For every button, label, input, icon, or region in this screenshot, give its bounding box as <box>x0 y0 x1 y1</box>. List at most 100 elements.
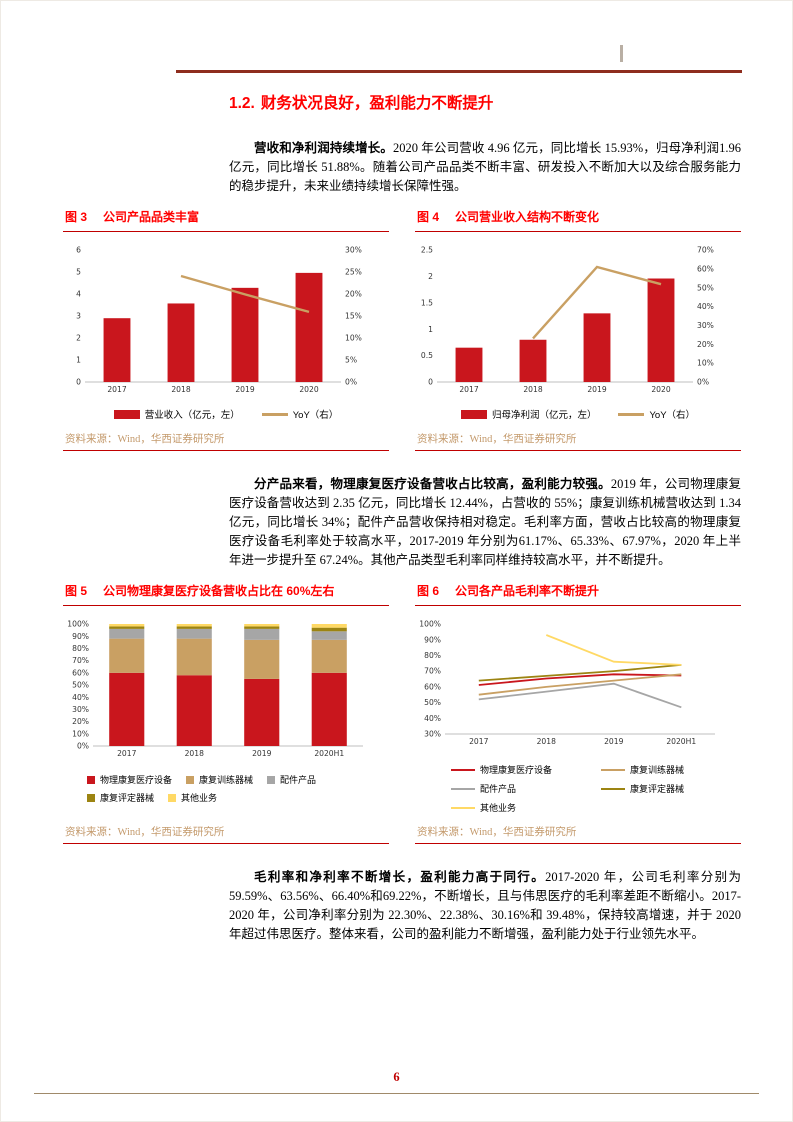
bar-swatch-icon <box>113 409 140 419</box>
svg-text:30%: 30% <box>424 730 441 739</box>
legend-label: 康复评定器械 <box>630 784 685 794</box>
legend-item: 康复评定器械 <box>87 791 154 804</box>
square-swatch-icon <box>87 793 95 802</box>
svg-text:2020H1: 2020H1 <box>666 737 696 746</box>
legend-label: 物理康复医疗设备 <box>100 775 173 785</box>
svg-text:50%: 50% <box>697 283 714 292</box>
legend-item: 其他业务 <box>168 791 217 804</box>
footer-rule <box>34 1093 759 1094</box>
square-swatch-icon <box>168 793 177 802</box>
svg-text:2020: 2020 <box>651 385 670 394</box>
page-number: 6 <box>393 1070 400 1084</box>
svg-text:40%: 40% <box>697 302 714 311</box>
figure-5-chart-area: 0% 10% 20% 30% 40% 50% 60% 70% 80% 90% 100% 2017 201… <box>63 606 389 804</box>
page-content: 1.2. 财务状况良好，盈利能力不断提升 营收和净利润持续增长。2020 年公司营… <box>63 1 741 944</box>
svg-text:10%: 10% <box>697 359 714 368</box>
line-swatch-icon <box>451 768 475 771</box>
svg-text:2020H1: 2020H1 <box>314 749 344 758</box>
gross-margin-line-chart: 30% 40% 50% 60% 70% 80% 90% 100% 2017 2018 2019 202… <box>419 620 715 746</box>
svg-text:10%: 10% <box>345 334 362 343</box>
section-heading: 1.2. 财务状况良好，盈利能力不断提升 <box>229 91 741 113</box>
svg-text:0.5: 0.5 <box>421 351 433 360</box>
figure-title: 公司营业收入结构不断变化 <box>455 210 600 224</box>
svg-text:60%: 60% <box>72 668 89 677</box>
svg-text:60%: 60% <box>424 682 441 691</box>
figure-4-caption: 图 4 公司营业收入结构不断变化 <box>415 208 741 232</box>
line-swatch-icon <box>451 806 475 809</box>
svg-text:2018: 2018 <box>523 385 542 394</box>
svg-text:2020: 2020 <box>299 385 318 394</box>
figure-5-legend: 物理康复医疗设备 康复训练器械 配件产品 康复评定器械 其他业务 <box>87 773 389 804</box>
net-profit-bar-line-chart: 0 0.5 1 1.5 2 2.5 0% 10% 20% 30% 40% 50% 60% 70% 2017 2… <box>421 246 714 394</box>
svg-text:1.5: 1.5 <box>421 298 433 307</box>
svg-text:10%: 10% <box>72 729 89 738</box>
svg-text:50%: 50% <box>72 681 89 690</box>
svg-text:70%: 70% <box>424 667 441 676</box>
svg-text:50%: 50% <box>424 698 441 707</box>
svg-text:2.5: 2.5 <box>421 246 433 255</box>
legend-label: 其他业务 <box>181 793 218 803</box>
figure-source: 资料来源：Wind，华西证券研究所 <box>415 421 741 451</box>
line-swatch-icon <box>601 787 625 790</box>
figure-label: 图 4 <box>417 210 440 224</box>
svg-text:25%: 25% <box>345 268 362 277</box>
svg-text:1: 1 <box>76 356 81 365</box>
svg-text:90%: 90% <box>424 635 441 644</box>
legend-item: 其他业务 <box>451 801 601 814</box>
svg-text:90%: 90% <box>72 632 89 641</box>
legend-label: 物理康复医疗设备 <box>480 765 553 775</box>
svg-text:3: 3 <box>76 312 81 321</box>
legend-label: YoY（右） <box>292 410 339 421</box>
svg-text:6: 6 <box>76 246 81 255</box>
revenue-share-stacked-chart: 0% 10% 20% 30% 40% 50% 60% 70% 80% 90% 100% 2017 201… <box>67 620 363 758</box>
legend-item: YoY（右） <box>261 407 339 421</box>
svg-text:5: 5 <box>76 268 81 277</box>
line-swatch-icon <box>618 412 645 416</box>
line-swatch-icon <box>451 787 475 790</box>
figure-title: 公司物理康复医疗设备营收占比在 60%左右 <box>103 584 335 598</box>
figure-label: 图 5 <box>65 584 88 598</box>
legend-item: 康复评定器械 <box>601 782 684 795</box>
legend-label: 其他业务 <box>480 803 517 813</box>
legend-column: 物理康复医疗设备 配件产品 其他业务 <box>451 763 601 814</box>
svg-text:30%: 30% <box>345 246 362 255</box>
legend-label: 康复训练器械 <box>199 775 254 785</box>
svg-text:1: 1 <box>428 325 433 334</box>
svg-text:4: 4 <box>76 290 81 299</box>
svg-text:0%: 0% <box>77 742 89 751</box>
figure-4: 图 4 公司营业收入结构不断变化 0 0.5 1 1.5 2 2.5 0% 10% 20% 30%… <box>415 208 741 451</box>
svg-text:20%: 20% <box>697 340 714 349</box>
figure-label: 图 3 <box>65 210 88 224</box>
figure-3-caption: 图 3 公司产品品类丰富 <box>63 208 389 232</box>
legend-label: 归母净利润（亿元，左） <box>491 410 597 421</box>
paragraph-text: 2019 年，公司物理康复医疗设备营收达到 2.35 亿元，同比增长 12.44… <box>229 477 741 567</box>
svg-text:100%: 100% <box>67 620 89 629</box>
svg-text:2017: 2017 <box>117 749 136 758</box>
svg-text:20%: 20% <box>345 290 362 299</box>
figure-4-chart-area: 0 0.5 1 1.5 2 2.5 0% 10% 20% 30% 40% 50% 60% 70% 2017 2… <box>415 232 741 421</box>
svg-text:2018: 2018 <box>185 749 204 758</box>
paragraph-product-mix: 分产品来看，物理康复医疗设备营收占比较高，盈利能力较强。2019 年，公司物理康… <box>229 475 741 570</box>
figure-title: 公司产品品类丰富 <box>103 210 200 224</box>
figure-label: 图 6 <box>417 584 440 598</box>
svg-text:30%: 30% <box>697 321 714 330</box>
legend-label: 配件产品 <box>280 775 317 785</box>
svg-text:2018: 2018 <box>171 385 190 394</box>
legend-item: YoY（右） <box>618 407 695 421</box>
svg-text:2017: 2017 <box>107 385 126 394</box>
figure-6-legend: 物理康复医疗设备 配件产品 其他业务 康复训练器械 康复评定器械 <box>451 763 741 814</box>
paragraph-lead: 分产品来看，物理康复医疗设备营收占比较高，盈利能力较强。 <box>254 477 611 491</box>
svg-text:15%: 15% <box>345 312 362 321</box>
legend-label: 康复训练器械 <box>630 765 685 775</box>
figure-source: 资料来源：Wind，华西证券研究所 <box>415 814 741 844</box>
revenue-bar-line-chart: 0 1 2 3 4 5 6 0% 5% 10% 15% 20% 25% 30% 2017 2018 2019 20… <box>76 246 362 394</box>
legend-column: 康复训练器械 康复评定器械 <box>601 763 684 814</box>
svg-text:2018: 2018 <box>537 737 556 746</box>
legend-item: 归母净利润（亿元，左） <box>460 407 597 421</box>
line-swatch-icon <box>261 412 288 416</box>
legend-label: 配件产品 <box>480 784 517 794</box>
paragraph-text: 2017-2020 年，公司毛利率分别为 59.59%、63.56%、66.40… <box>229 870 741 941</box>
figure-row-1: 图 3 公司产品品类丰富 0 1 2 3 4 5 6 0% 5% 10% 15% 20% 25% 30% 2… <box>63 208 741 451</box>
svg-text:40%: 40% <box>72 693 89 702</box>
